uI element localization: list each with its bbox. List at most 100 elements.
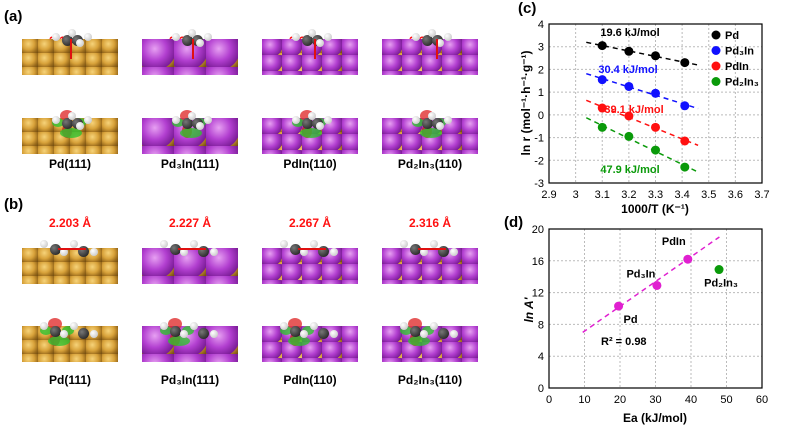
adsorbate-molecule	[412, 29, 452, 51]
legend-marker	[711, 30, 721, 40]
y-tick-label: -2	[534, 155, 544, 167]
surface-label: Pd₂In₃(110)	[397, 373, 463, 387]
surface-model-b	[22, 234, 118, 284]
carbon-atom	[438, 328, 449, 339]
adsorbate-molecule	[400, 238, 460, 260]
carbon-atom	[290, 326, 301, 337]
y-tick-label: -1	[534, 133, 544, 145]
distance-label: 2.203 Å	[48, 216, 92, 230]
adsorbate-molecule	[40, 238, 100, 260]
carbon-atom	[438, 246, 449, 257]
surface-model-a	[382, 25, 478, 75]
charge-density-lobe	[168, 336, 190, 346]
y-tick-label: 8	[538, 319, 544, 331]
hydrogen-atom	[420, 330, 428, 338]
data-point	[651, 88, 660, 98]
hydrogen-atom	[300, 330, 308, 338]
distance-arrow	[58, 248, 86, 250]
adsorbate-molecule	[412, 110, 452, 138]
data-point	[651, 145, 660, 155]
hydrogen-atom	[430, 322, 438, 330]
adsorbate-molecule	[172, 29, 212, 51]
y-tick-label: 4	[538, 351, 544, 363]
hydrogen-atom	[436, 39, 444, 47]
hydrogen-atom	[444, 116, 452, 124]
hydrogen-atom	[52, 116, 60, 124]
hydrogen-atom	[292, 116, 300, 124]
x-tick-label: 60	[756, 394, 768, 406]
plot-frame	[548, 23, 763, 184]
hydrogen-atom	[308, 29, 316, 37]
data-point	[624, 111, 634, 121]
metal-surface	[262, 248, 358, 284]
legend-label: PdIn	[725, 61, 749, 73]
y-tick-label: 1	[538, 87, 544, 99]
hydrogen-atom	[180, 330, 188, 338]
hydrogen-atom	[428, 29, 436, 37]
hydrogen-atom	[70, 322, 78, 330]
metal-surface	[142, 248, 238, 284]
point-label: Pd₂In₃	[704, 278, 738, 290]
hydrogen-atom	[412, 116, 420, 124]
charge-density-lobe	[62, 326, 74, 335]
hydrogen-atom	[400, 240, 408, 248]
legend-label: Pd	[725, 30, 739, 42]
metal-surface	[382, 248, 478, 284]
carbon-atom	[62, 35, 73, 46]
surface-model-b	[382, 234, 478, 284]
hydrogen-atom	[190, 240, 198, 248]
adsorbate-molecule	[280, 318, 340, 346]
hydrogen-atom	[324, 33, 332, 41]
carbon-atom	[78, 328, 89, 339]
x-tick-label: 2.9	[541, 189, 556, 201]
hydrogen-atom	[316, 39, 324, 47]
surface-model-a	[22, 25, 118, 75]
distance-arrow	[298, 248, 326, 250]
hydrogen-atom	[210, 330, 218, 338]
adsorbate-molecule	[160, 318, 220, 346]
fit-line-1	[586, 72, 699, 110]
y-tick-label: 0	[538, 110, 544, 122]
hydrogen-atom	[292, 33, 300, 41]
charge-density-lobe	[182, 326, 194, 335]
data-point	[651, 122, 660, 132]
hydrogen-atom	[204, 116, 212, 124]
x-tick-label: 3.4	[674, 189, 689, 201]
plot-frame	[548, 228, 763, 389]
hydrogen-atom	[310, 322, 318, 330]
carbon-atom	[290, 244, 301, 255]
hydrogen-atom	[70, 240, 78, 248]
hydrogen-atom	[76, 122, 84, 130]
surface-model-a	[142, 104, 238, 154]
hydrogen-atom	[324, 116, 332, 124]
hydrogen-atom	[450, 330, 458, 338]
x-tick-label: 0	[546, 394, 552, 406]
adsorbate-molecule	[292, 110, 332, 138]
hydrogen-atom	[76, 39, 84, 47]
surface-label: Pd(111)	[48, 373, 92, 387]
adsorbate-molecule	[400, 318, 460, 346]
data-point	[714, 265, 724, 275]
surface-model-b	[22, 312, 118, 362]
hydrogen-atom	[280, 240, 288, 248]
surface-model-a	[22, 104, 118, 154]
y-tick-label: 20	[532, 224, 544, 236]
distance-arrow	[314, 39, 316, 59]
data-point	[680, 136, 690, 146]
charge-density-lobe	[280, 326, 292, 335]
carbon-atom	[170, 244, 181, 255]
charge-density-lobe	[422, 326, 434, 335]
surface-label: Pd₃In(111)	[160, 373, 220, 387]
hydrogen-atom	[330, 248, 338, 256]
panel-b-label: (b)	[4, 196, 24, 213]
hydrogen-atom	[316, 122, 324, 130]
charge-density-lobe	[300, 128, 322, 138]
carbon-atom	[78, 246, 89, 257]
distance-arrow	[436, 39, 438, 59]
adsorbate-molecule	[160, 238, 220, 260]
legend-marker	[711, 61, 721, 71]
surface-model-b	[262, 234, 358, 284]
hydrogen-atom	[60, 248, 68, 256]
y-tick-label: 12	[532, 288, 544, 300]
